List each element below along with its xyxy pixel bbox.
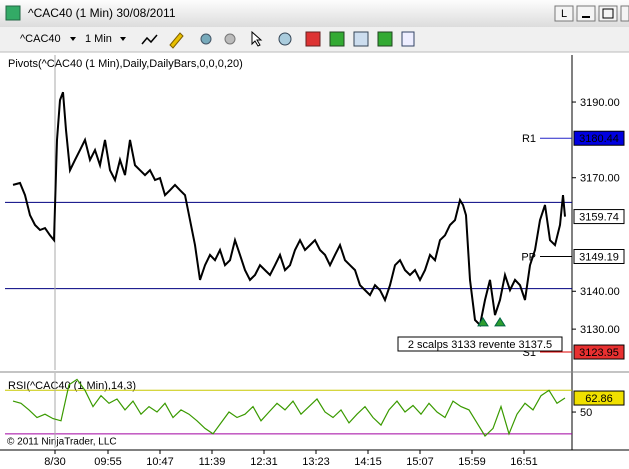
zoom-button[interactable] [278, 32, 292, 46]
link-button-label[interactable]: L [561, 8, 567, 20]
close-button[interactable] [620, 5, 629, 22]
pointer-button[interactable] [251, 30, 263, 47]
pivot-value: 3180.44 [579, 133, 619, 145]
pivot-value-box [573, 248, 625, 264]
indicators-button[interactable] [329, 31, 345, 47]
draw-button[interactable] [169, 32, 184, 49]
last-value: 62.86 [585, 393, 613, 405]
crosshair-button[interactable] [200, 33, 212, 45]
x-tick-label: 15:07 [406, 456, 434, 468]
interval-selector[interactable]: 1 Min [85, 33, 112, 45]
y-tick-label: 3140.00 [580, 286, 620, 298]
minimize-button[interactable] [576, 5, 596, 22]
instrument-selector[interactable]: ^CAC40 [20, 33, 61, 45]
rsi-panel-title: RSI(^CAC40 (1 Min),14,3) [8, 380, 136, 392]
tool-button[interactable] [224, 33, 236, 45]
y-tick-label: 3130.00 [580, 324, 620, 336]
last-value-box [573, 390, 625, 406]
instrument-dropdown[interactable] [70, 37, 76, 41]
pivot-value-box [573, 344, 625, 360]
series-line [12, 91, 566, 328]
maximize-button[interactable] [598, 5, 618, 22]
x-tick-label: 15:59 [458, 456, 486, 468]
title-bar [0, 0, 629, 27]
annotation-box [397, 336, 563, 352]
x-tick-label: 16:51 [510, 456, 538, 468]
x-tick-label: 14:15 [354, 456, 382, 468]
last-value-box [573, 209, 625, 225]
x-tick-label: 12:31 [250, 456, 278, 468]
y-tick-label: 3170.00 [580, 173, 620, 185]
y-tick-label: 50 [580, 407, 592, 419]
app-icon [5, 5, 21, 21]
annotation: 2 scalps 3133 revente 3137.5 [408, 339, 552, 351]
y-tick-label: 3190.00 [580, 97, 620, 109]
pivot-value: 3123.95 [579, 347, 619, 359]
x-tick-label: 11:39 [199, 456, 226, 468]
copyright: © 2011 NinjaTrader, LLC [7, 437, 117, 448]
pivot-value: 3149.19 [579, 251, 619, 263]
pivot-value-box [573, 130, 625, 146]
chart-style-button[interactable] [141, 34, 158, 45]
series-line [12, 378, 566, 437]
x-tick-label: 8/30 [44, 456, 65, 468]
window-title: ^CAC40 (1 Min) 30/08/2011 [28, 6, 176, 20]
entry-marker [494, 316, 506, 327]
link-button[interactable] [554, 5, 574, 22]
pivot-label: R1 [522, 133, 536, 145]
last-value: 3159.74 [579, 211, 619, 223]
money-button[interactable] [377, 31, 393, 47]
x-tick-label: 09:55 [94, 456, 122, 468]
price-panel-title: Pivots(^CAC40 (1 Min),Daily,DailyBars,0,… [8, 58, 243, 70]
x-tick-label: 13:23 [302, 456, 330, 468]
x-tick-label: 10:47 [146, 456, 174, 468]
entry-marker [477, 316, 489, 327]
interval-dropdown[interactable] [120, 37, 126, 41]
strategies-button[interactable] [353, 31, 369, 47]
bars-button[interactable] [305, 31, 321, 47]
properties-button[interactable] [401, 31, 415, 47]
maximize-icon [602, 8, 614, 19]
